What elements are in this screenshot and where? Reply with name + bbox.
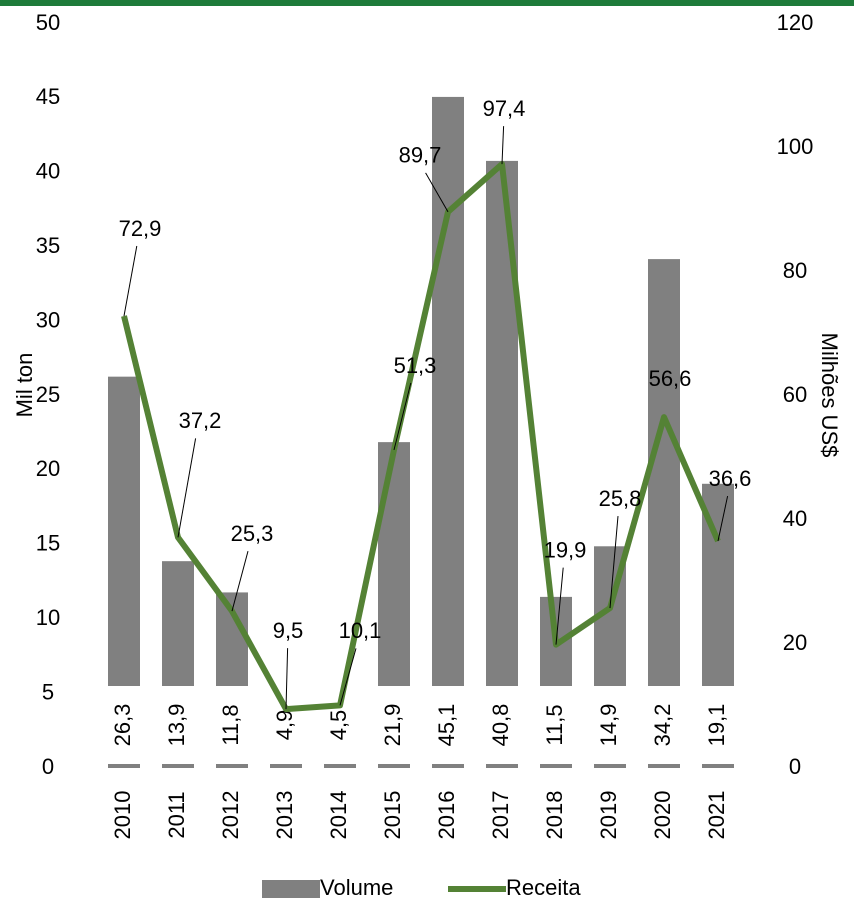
value-label: 45,1	[434, 704, 459, 747]
value-label: 34,2	[650, 704, 675, 747]
data-label: 89,7	[399, 143, 442, 168]
x-tick-label: 2020	[650, 791, 675, 840]
y2-tick-label: 60	[783, 382, 807, 407]
x-tick-label: 2017	[488, 791, 513, 840]
x-tick-label: 2012	[218, 791, 243, 840]
y2-tick-label: 0	[789, 754, 801, 779]
value-label: 13,9	[164, 704, 189, 747]
leader-line	[231, 551, 249, 612]
y-tick-label: 5	[42, 679, 54, 704]
data-label: 37,2	[179, 408, 222, 433]
legend-swatch	[262, 880, 320, 898]
y-tick-label: 15	[36, 531, 60, 556]
data-label: 25,3	[231, 521, 274, 546]
bar	[648, 259, 680, 768]
y-tick-label: 45	[36, 84, 60, 109]
x-tick-label: 2010	[110, 791, 135, 840]
value-label: 14,9	[596, 704, 621, 747]
value-label-box	[377, 686, 411, 764]
leader-line	[123, 245, 138, 317]
y2-tick-label: 120	[777, 10, 814, 35]
x-tick-label: 2011	[164, 791, 189, 838]
x-tick-label: 2016	[434, 791, 459, 840]
value-label-box	[161, 686, 195, 764]
y2-axis-title: Milhões US$	[817, 333, 842, 458]
line	[121, 161, 721, 713]
leader-line	[555, 567, 564, 645]
data-label: 10,1	[339, 618, 382, 643]
data-label: 51,3	[394, 353, 437, 378]
y2-tick-label: 20	[783, 630, 807, 655]
leader-line	[177, 438, 197, 538]
y2-tick-label: 100	[777, 134, 814, 159]
leader-line	[393, 382, 412, 451]
leader-line	[285, 648, 289, 710]
x-tick-label: 2015	[380, 791, 405, 840]
value-label: 21,9	[380, 704, 405, 747]
value-label-box	[431, 686, 465, 764]
x-tick-label: 2021	[704, 791, 729, 840]
x-tick-label: 2019	[596, 791, 621, 840]
data-label: 36,6	[709, 466, 752, 491]
leader-line	[339, 648, 357, 706]
data-label: 72,9	[119, 216, 162, 241]
value-label-box	[539, 686, 573, 764]
leader-line	[609, 515, 619, 609]
value-label: 4,9	[272, 710, 297, 741]
y-tick-label: 30	[36, 307, 60, 332]
value-label-box	[485, 686, 519, 764]
x-tick-label: 2013	[272, 791, 297, 840]
y-tick-label: 20	[36, 456, 60, 481]
y-tick-label: 35	[36, 233, 60, 258]
value-label-box	[593, 686, 627, 764]
value-label: 26,3	[110, 704, 135, 747]
value-label: 4,5	[326, 710, 351, 741]
leader-line	[425, 172, 449, 213]
data-label: 56,6	[649, 366, 692, 391]
data-label: 9,5	[273, 618, 304, 643]
data-label: 19,9	[544, 537, 587, 562]
value-label-box	[215, 686, 249, 764]
value-label: 11,8	[218, 704, 243, 745]
top-band	[0, 0, 854, 6]
value-label-box	[647, 686, 681, 764]
value-label-box	[701, 686, 735, 764]
value-label-box	[107, 686, 141, 764]
y-tick-label: 0	[42, 754, 54, 779]
y-tick-label: 40	[36, 159, 60, 184]
legend-label: Volume	[320, 875, 393, 900]
x-tick-label: 2014	[326, 791, 351, 840]
y-tick-label: 50	[36, 10, 60, 35]
y-tick-label: 10	[36, 605, 60, 630]
leader-line	[501, 126, 505, 165]
data-label: 97,4	[483, 96, 526, 121]
x-tick-label: 2018	[542, 791, 567, 840]
value-label: 19,1	[704, 704, 729, 747]
legend-label: Receita	[506, 875, 581, 900]
data-label: 25,8	[599, 486, 642, 511]
leader-line	[717, 495, 729, 542]
y2-tick-label: 80	[783, 258, 807, 283]
value-label: 40,8	[488, 704, 513, 747]
value-label: 11,5	[542, 704, 567, 745]
y2-tick-label: 40	[783, 506, 807, 531]
y-axis-title: Mil ton	[12, 353, 37, 418]
y-tick-label: 25	[36, 382, 60, 407]
bar	[432, 96, 464, 769]
